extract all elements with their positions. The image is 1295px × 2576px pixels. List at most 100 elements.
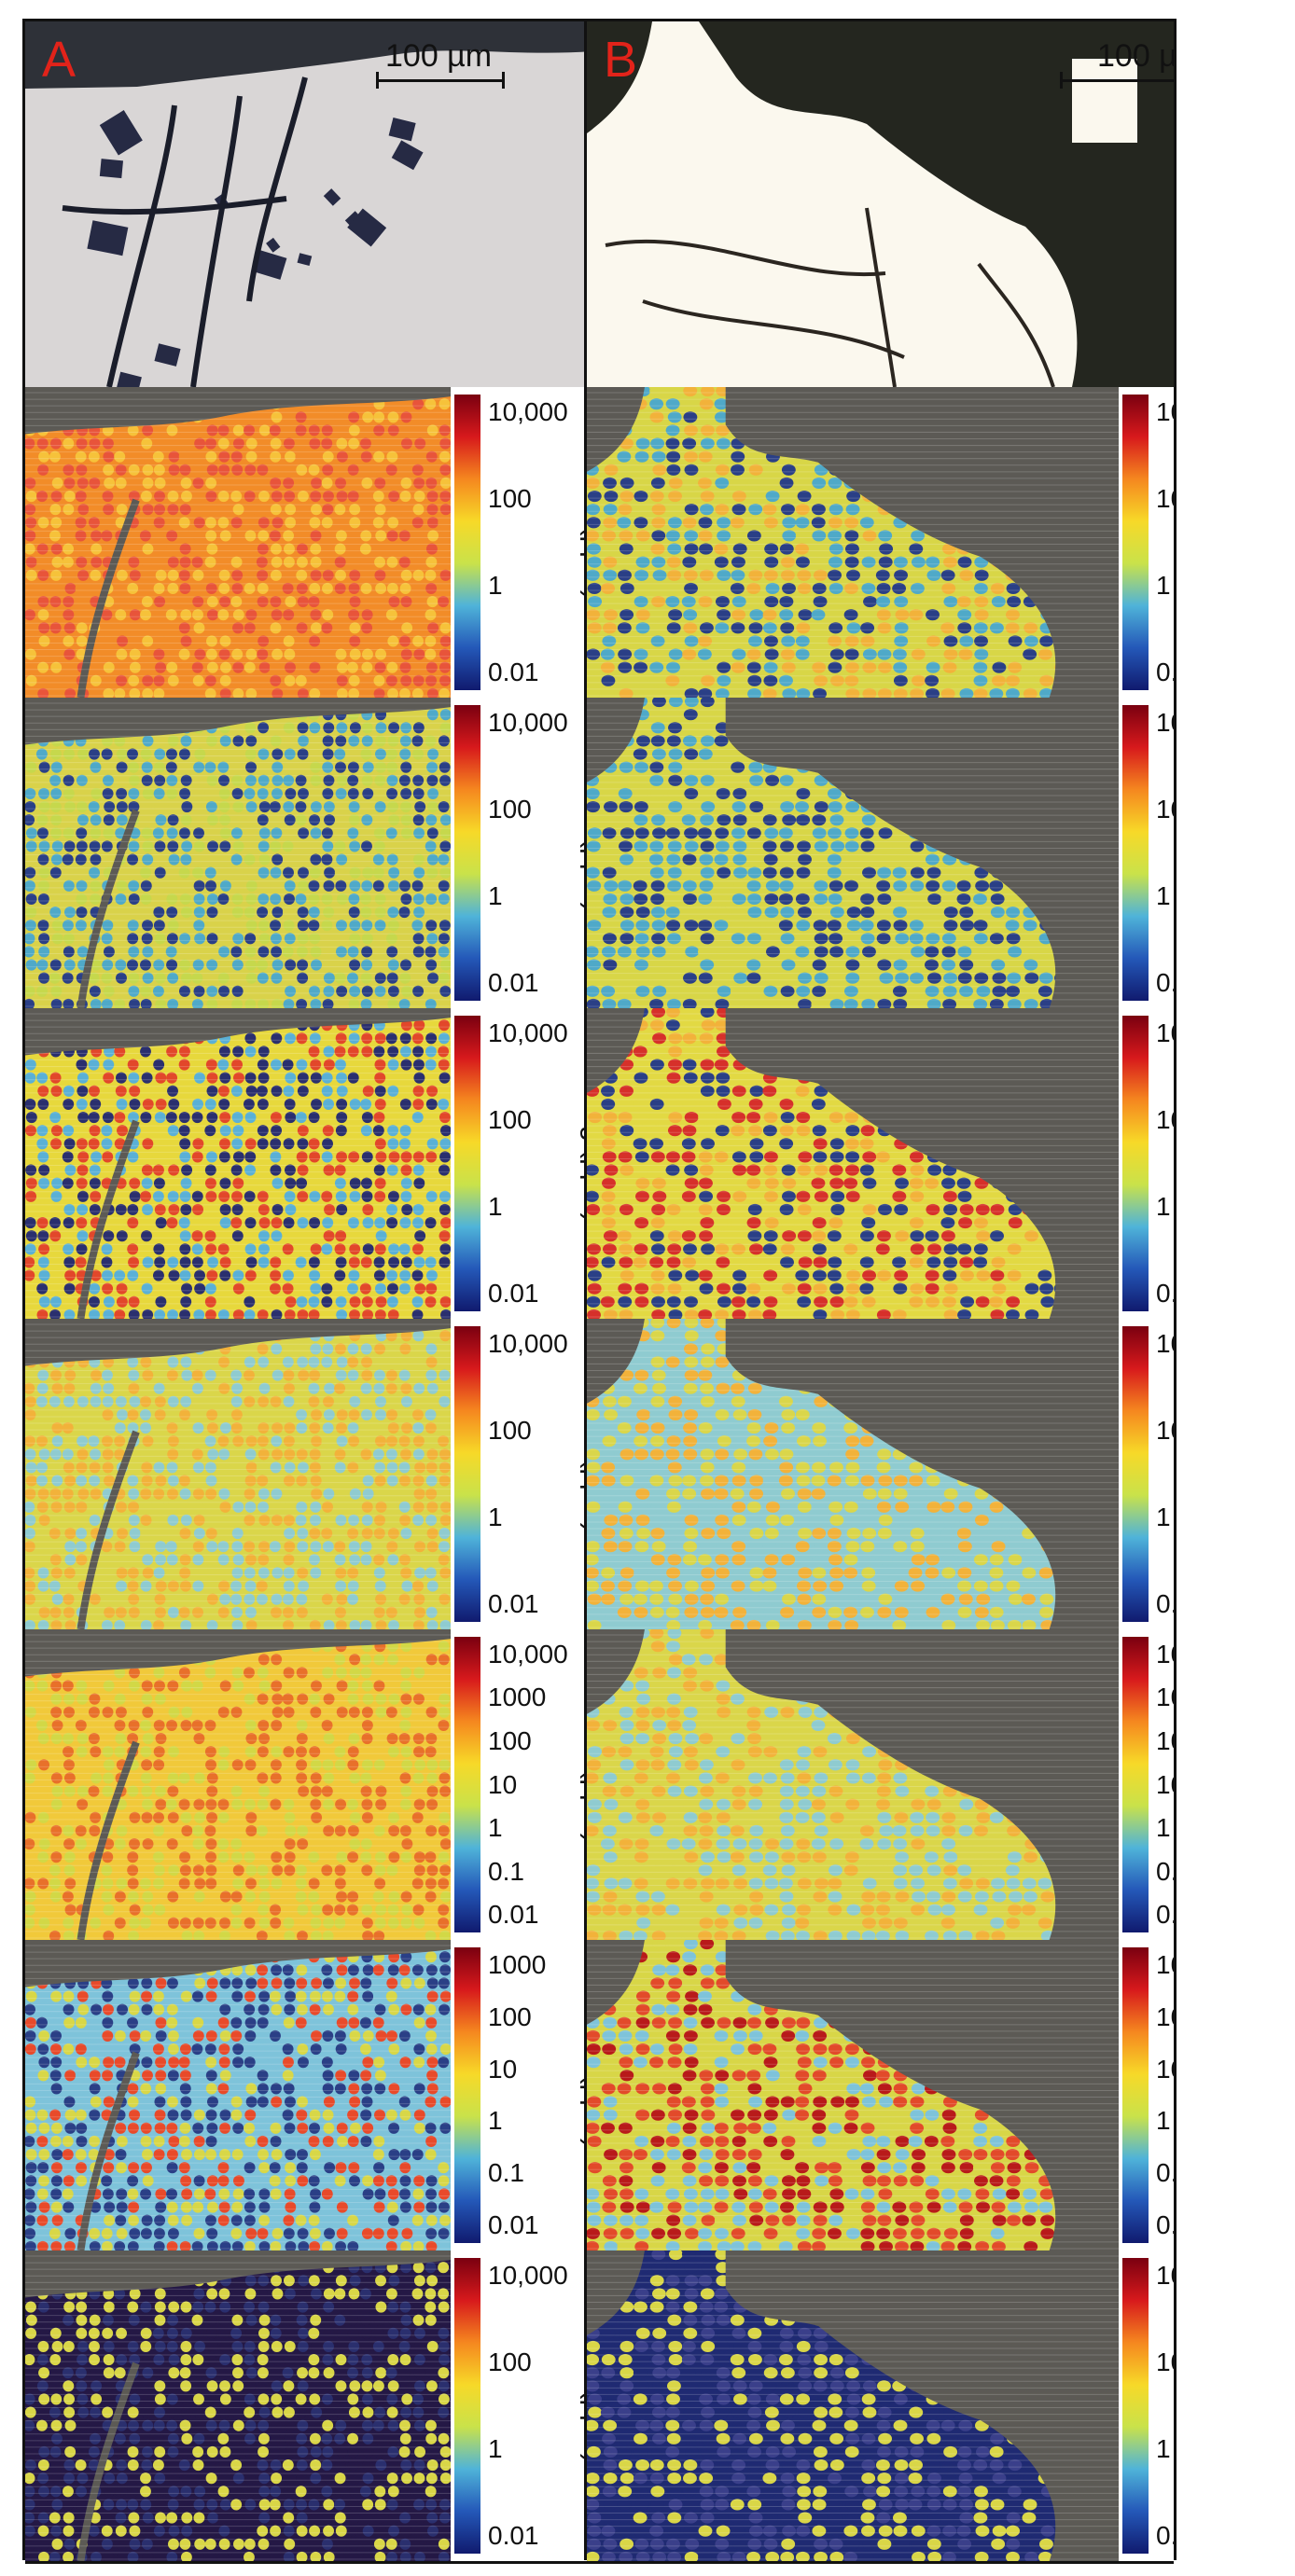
element-map-zn bbox=[25, 2251, 451, 2561]
colorbar-tick-label: 100 bbox=[1156, 2347, 1174, 2376]
scale-bar-tick bbox=[376, 72, 379, 89]
colorbar bbox=[454, 1947, 480, 2243]
colorbar bbox=[1122, 705, 1149, 1001]
colorbar bbox=[1122, 1637, 1149, 1932]
element-map-zn bbox=[587, 2251, 1119, 2561]
colorbar-tick-label: 0.1 bbox=[488, 1856, 524, 1886]
photomicrograph-image bbox=[587, 21, 1174, 387]
colorbar-tick-label: 100 bbox=[1156, 794, 1174, 824]
scale-bar-tick bbox=[502, 72, 505, 89]
colorbar-tick-label: 100 bbox=[488, 2347, 532, 2376]
colorbar-tick-label: 10,000 bbox=[1156, 707, 1174, 737]
colorbar-ticks: 10,000 1000 100 10 1 0.1 0.01 bbox=[1156, 1629, 1174, 1940]
colorbar-tick-label: 1 bbox=[488, 571, 503, 601]
colorbar-tick-label: 10 bbox=[1156, 2054, 1174, 2084]
colorbar-tick-label: 100 bbox=[488, 794, 532, 824]
element-map-tl bbox=[25, 1940, 451, 2251]
colorbar-tick-label: 0.01 bbox=[1156, 658, 1174, 687]
scale-bar-line bbox=[376, 79, 505, 82]
photomicrograph: B 100 µm bbox=[587, 21, 1174, 390]
colorbar-tick-label: 100 bbox=[1156, 1415, 1174, 1445]
colorbar-ticks: 10,000 100 1 0.01 bbox=[488, 2251, 600, 2561]
colorbar-ticks: 10,000 100 1 0.01 bbox=[488, 1008, 600, 1319]
colorbar-tick-label: 0.01 bbox=[1156, 2521, 1174, 2551]
colorbar bbox=[1122, 2258, 1149, 2554]
colorbar-tick-label: 0.1 bbox=[1156, 1856, 1174, 1886]
colorbar-tick-label: 0.01 bbox=[1156, 1900, 1174, 1930]
element-map-sb bbox=[25, 1629, 451, 1940]
colorbar-tick-label: 10,000 bbox=[488, 1018, 568, 1047]
colorbar-tick-label: 0.01 bbox=[1156, 2210, 1174, 2240]
element-map-pb bbox=[25, 1319, 451, 1629]
colorbar-tick-label: 1 bbox=[1156, 2434, 1171, 2464]
map-image bbox=[25, 1008, 451, 1319]
colorbar-tick-label: 1 bbox=[1156, 571, 1171, 601]
colorbar-tick-label: 1 bbox=[488, 2434, 503, 2464]
colorbar-tick-label: 10 bbox=[488, 2054, 518, 2084]
colorbar-tick-label: 0.01 bbox=[488, 968, 539, 998]
colorbar-tick-label: 1000 bbox=[1156, 1949, 1174, 1979]
colorbar-tick-label: 10 bbox=[488, 1769, 518, 1799]
map-image bbox=[25, 1319, 451, 1629]
colorbar bbox=[454, 1016, 480, 1311]
element-map-hg bbox=[587, 1008, 1119, 1319]
colorbar-tick-label: 1 bbox=[488, 1503, 503, 1532]
colorbar-tick-label: 1 bbox=[1156, 881, 1171, 911]
colorbar-tick-label: 1000 bbox=[488, 1949, 547, 1979]
colorbar-ticks: 10,000 100 1 0.01 bbox=[488, 698, 600, 1008]
colorbar-tick-label: 100 bbox=[1156, 1104, 1174, 1134]
map-image bbox=[587, 387, 1119, 698]
element-map-tl bbox=[587, 1940, 1119, 2251]
colorbar-tick-label: 10,000 bbox=[488, 1639, 568, 1669]
colorbar-tick-label: 1000 bbox=[1156, 1683, 1174, 1712]
map-image bbox=[25, 1629, 451, 1940]
colorbar-ticks: 10,000 100 1 0.01 bbox=[1156, 387, 1174, 698]
photomicrograph: A 100 µm bbox=[25, 21, 612, 390]
colorbar-tick-label: 1000 bbox=[488, 1683, 547, 1712]
colorbar-tick-label: 100 bbox=[488, 483, 532, 513]
colorbar-tick-label: 1 bbox=[488, 1813, 503, 1843]
photomicrograph-image bbox=[25, 21, 612, 387]
colorbar-tick-label: 10,000 bbox=[1156, 396, 1174, 426]
colorbar-tick-label: 100 bbox=[488, 2001, 532, 2031]
colorbar-ticks: 10,000 100 1 0.01 bbox=[1156, 698, 1174, 1008]
colorbar-ticks: 10,000 100 1 0.01 bbox=[488, 1319, 600, 1629]
colorbar-tick-label: 0.1 bbox=[488, 2158, 524, 2188]
map-image bbox=[25, 2251, 451, 2561]
colorbar-tick-label: 10,000 bbox=[1156, 2260, 1174, 2290]
colorbar-tick-label: 0.01 bbox=[488, 1589, 539, 1619]
map-image bbox=[587, 1940, 1119, 2251]
colorbar-tick-label: 0.01 bbox=[1156, 1589, 1174, 1619]
colorbar-ticks: 10,000 100 1 0.01 bbox=[1156, 2251, 1174, 2561]
colorbar-ticks: 10,000 100 1 0.01 bbox=[1156, 1319, 1174, 1629]
colorbar-tick-label: 1 bbox=[1156, 1192, 1171, 1222]
colorbar bbox=[454, 395, 480, 690]
map-image bbox=[587, 1008, 1119, 1319]
scale-bar-label: 100 µm bbox=[385, 38, 493, 74]
colorbar bbox=[1122, 1016, 1149, 1311]
colorbar-tick-label: 0.01 bbox=[488, 1900, 539, 1930]
colorbar bbox=[454, 1326, 480, 1622]
colorbar-tick-label: 0.01 bbox=[488, 2521, 539, 2551]
panel-letter: A bbox=[42, 32, 77, 88]
colorbar-tick-label: 100 bbox=[488, 1104, 532, 1134]
colorbar-tick-label: 0.01 bbox=[1156, 968, 1174, 998]
colorbar bbox=[1122, 395, 1149, 690]
scale-bar: 100 µm bbox=[1060, 38, 1174, 89]
colorbar-tick-label: 1 bbox=[488, 2106, 503, 2136]
element-map-as bbox=[25, 387, 451, 698]
scale-bar-line bbox=[1060, 79, 1174, 82]
colorbar-tick-label: 100 bbox=[1156, 2001, 1174, 2031]
colorbar-ticks: 1000 100 10 1 0.1 0.01 bbox=[488, 1940, 600, 2251]
